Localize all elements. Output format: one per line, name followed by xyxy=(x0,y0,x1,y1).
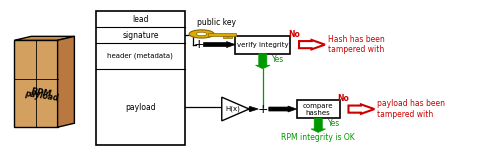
Text: payload has been
tampered with: payload has been tampered with xyxy=(377,99,445,119)
Text: public key: public key xyxy=(197,18,237,27)
FancyBboxPatch shape xyxy=(96,11,185,145)
Polygon shape xyxy=(204,42,235,48)
Text: header (metadata): header (metadata) xyxy=(108,53,173,59)
Text: payload: payload xyxy=(24,90,59,103)
FancyBboxPatch shape xyxy=(223,36,227,38)
Polygon shape xyxy=(14,123,74,127)
Polygon shape xyxy=(311,118,325,132)
Text: RPM: RPM xyxy=(31,87,53,99)
Text: lead: lead xyxy=(132,15,149,24)
Text: +: + xyxy=(258,103,268,115)
Text: H(x): H(x) xyxy=(226,106,240,112)
Text: Yes: Yes xyxy=(328,119,340,128)
Polygon shape xyxy=(14,40,58,127)
Polygon shape xyxy=(14,36,74,40)
Text: signature: signature xyxy=(122,31,159,40)
FancyBboxPatch shape xyxy=(297,100,340,118)
FancyBboxPatch shape xyxy=(235,36,290,54)
Circle shape xyxy=(196,32,207,36)
Text: No: No xyxy=(338,94,349,103)
Text: verify integrity: verify integrity xyxy=(237,42,288,48)
Text: compare
hashes: compare hashes xyxy=(303,103,334,116)
Polygon shape xyxy=(222,97,249,121)
FancyBboxPatch shape xyxy=(208,33,236,36)
Polygon shape xyxy=(299,40,325,49)
Polygon shape xyxy=(255,54,270,69)
Text: No: No xyxy=(288,30,300,39)
Polygon shape xyxy=(58,36,74,127)
Polygon shape xyxy=(269,106,297,112)
Text: Yes: Yes xyxy=(272,55,285,64)
Text: +: + xyxy=(193,38,204,51)
Polygon shape xyxy=(348,104,374,114)
Text: Hash has been
tampered with: Hash has been tampered with xyxy=(328,35,384,54)
Text: payload: payload xyxy=(125,103,156,112)
FancyBboxPatch shape xyxy=(228,36,232,38)
Polygon shape xyxy=(249,106,258,112)
Circle shape xyxy=(189,30,214,38)
Text: RPM integrity is OK: RPM integrity is OK xyxy=(281,133,355,142)
